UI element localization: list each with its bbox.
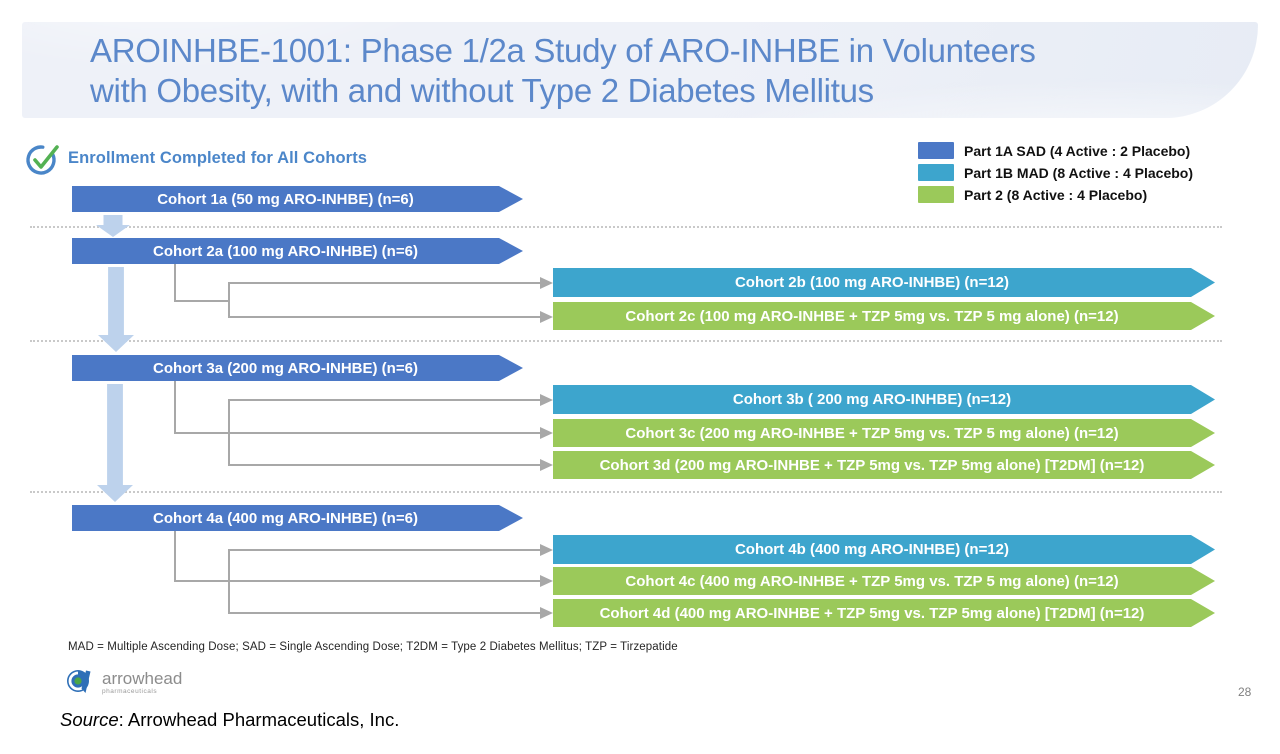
page-title: AROINHBE-1001: Phase 1/2a Study of ARO-I… <box>90 31 1036 111</box>
connector-arrowhead <box>540 575 553 587</box>
legend-item-part1b: Part 1B MAD (8 Active : 4 Placebo) <box>918 164 1193 181</box>
cohort-bar-3b: Cohort 3b ( 200 mg ARO-INHBE) (n=12) <box>553 385 1215 414</box>
cohort-bar-2c: Cohort 2c (100 mg ARO-INHBE + TZP 5mg vs… <box>553 302 1215 330</box>
cohort-bar-4d: Cohort 4d (400 mg ARO-INHBE + TZP 5mg vs… <box>553 599 1215 627</box>
arrowhead-logo-text: arrowhead pharmaceuticals <box>102 670 182 695</box>
flow-down-arrow-1a-2a <box>96 215 130 237</box>
cohort-group-separator <box>30 491 1222 493</box>
title-banner: AROINHBE-1001: Phase 1/2a Study of ARO-I… <box>22 22 1258 118</box>
cohort-group-separator <box>30 340 1222 342</box>
cohort-bar-1a: Cohort 1a (50 mg ARO-INHBE) (n=6) <box>72 186 523 212</box>
legend-label: Part 1B MAD (8 Active : 4 Placebo) <box>964 164 1193 181</box>
source-line: Source: Arrowhead Pharmaceuticals, Inc. <box>60 709 399 731</box>
connector-arrowhead <box>540 427 553 439</box>
cohort-bar-4c: Cohort 4c (400 mg ARO-INHBE + TZP 5mg vs… <box>553 567 1215 595</box>
connector-line <box>174 381 176 433</box>
connector-arrowhead <box>540 607 553 619</box>
connector-line <box>228 282 540 284</box>
arrowhead-logo: arrowhead pharmaceuticals <box>66 668 182 701</box>
legend-swatch-part1a <box>918 142 954 159</box>
legend: Part 1A SAD (4 Active : 2 Placebo) Part … <box>918 142 1193 208</box>
flow-down-arrow-3a-4a <box>97 384 133 502</box>
source-label: Source <box>60 709 119 730</box>
connector-arrowhead <box>540 394 553 406</box>
connector-arrowhead <box>540 311 553 323</box>
status-label: Enrollment Completed for All Cohorts <box>68 149 368 167</box>
legend-label: Part 2 (8 Active : 4 Placebo) <box>964 186 1148 203</box>
arrowhead-logo-icon <box>66 668 96 701</box>
connector-line <box>228 464 540 466</box>
cohort-group-separator <box>30 226 1222 228</box>
abbreviations-footnote: MAD = Multiple Ascending Dose; SAD = Sin… <box>68 641 678 653</box>
connector-line <box>174 432 540 434</box>
connector-arrowhead <box>540 277 553 289</box>
connector-arrowhead <box>540 459 553 471</box>
legend-item-part2: Part 2 (8 Active : 4 Placebo) <box>918 186 1193 203</box>
flow-down-arrow-2a-3a <box>98 267 134 352</box>
legend-label: Part 1A SAD (4 Active : 2 Placebo) <box>964 142 1191 159</box>
connector-line <box>174 264 176 301</box>
cohort-bar-3a: Cohort 3a (200 mg ARO-INHBE) (n=6) <box>72 355 523 381</box>
page-title-line2: with Obesity, with and without Type 2 Di… <box>90 72 874 109</box>
source-text: : Arrowhead Pharmaceuticals, Inc. <box>118 709 400 730</box>
connector-line <box>228 549 230 614</box>
page-number: 28 <box>1238 685 1252 699</box>
cohort-bar-3c: Cohort 3c (200 mg ARO-INHBE + TZP 5mg vs… <box>553 419 1215 447</box>
legend-item-part1a: Part 1A SAD (4 Active : 2 Placebo) <box>918 142 1193 159</box>
logo-name: arrowhead <box>102 669 183 688</box>
connector-arrowhead <box>540 544 553 556</box>
cohort-bar-3d: Cohort 3d (200 mg ARO-INHBE + TZP 5mg vs… <box>553 451 1215 479</box>
connector-line <box>228 612 540 614</box>
legend-swatch-part1b <box>918 164 954 181</box>
connector-line <box>228 399 540 401</box>
cohort-bar-2a: Cohort 2a (100 mg ARO-INHBE) (n=6) <box>72 238 523 264</box>
connector-line <box>174 580 540 582</box>
cohort-bar-4b: Cohort 4b (400 mg ARO-INHBE) (n=12) <box>553 535 1215 564</box>
connector-line <box>228 282 230 318</box>
cohort-bar-4a: Cohort 4a (400 mg ARO-INHBE) (n=6) <box>72 505 523 531</box>
cohort-bar-2b: Cohort 2b (100 mg ARO-INHBE) (n=12) <box>553 268 1215 297</box>
connector-line <box>228 316 540 318</box>
connector-line <box>174 531 176 581</box>
connector-line <box>228 549 540 551</box>
check-circle-icon <box>25 141 61 182</box>
logo-tagline: pharmaceuticals <box>102 688 158 695</box>
legend-swatch-part2 <box>918 186 954 203</box>
connector-line <box>228 399 230 466</box>
connector-line <box>174 300 230 302</box>
page-title-line1: AROINHBE-1001: Phase 1/2a Study of ARO-I… <box>90 32 1036 69</box>
